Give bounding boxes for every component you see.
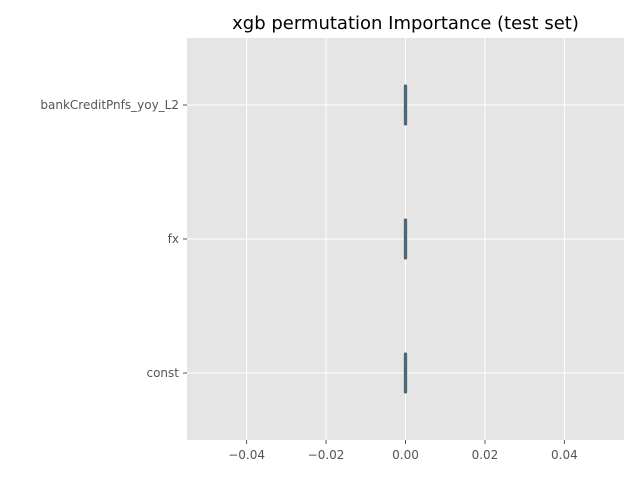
x-tick-label: 0.02 <box>472 448 499 462</box>
chart-title: xgb permutation Importance (test set) <box>232 13 579 34</box>
x-tick-label: 0.04 <box>551 448 578 462</box>
y-tick-label: fx <box>168 232 179 246</box>
y-tick-label: const <box>146 366 179 380</box>
x-tick-label: 0.00 <box>392 448 419 462</box>
x-tick-label: −0.04 <box>228 448 265 462</box>
y-tick-label: bankCreditPnfs_yoy_L2 <box>40 98 179 112</box>
x-axis: −0.04 −0.02 0.00 0.02 0.04 <box>228 440 578 462</box>
chart-marks <box>403 84 408 394</box>
x-tick-label: −0.02 <box>308 448 345 462</box>
